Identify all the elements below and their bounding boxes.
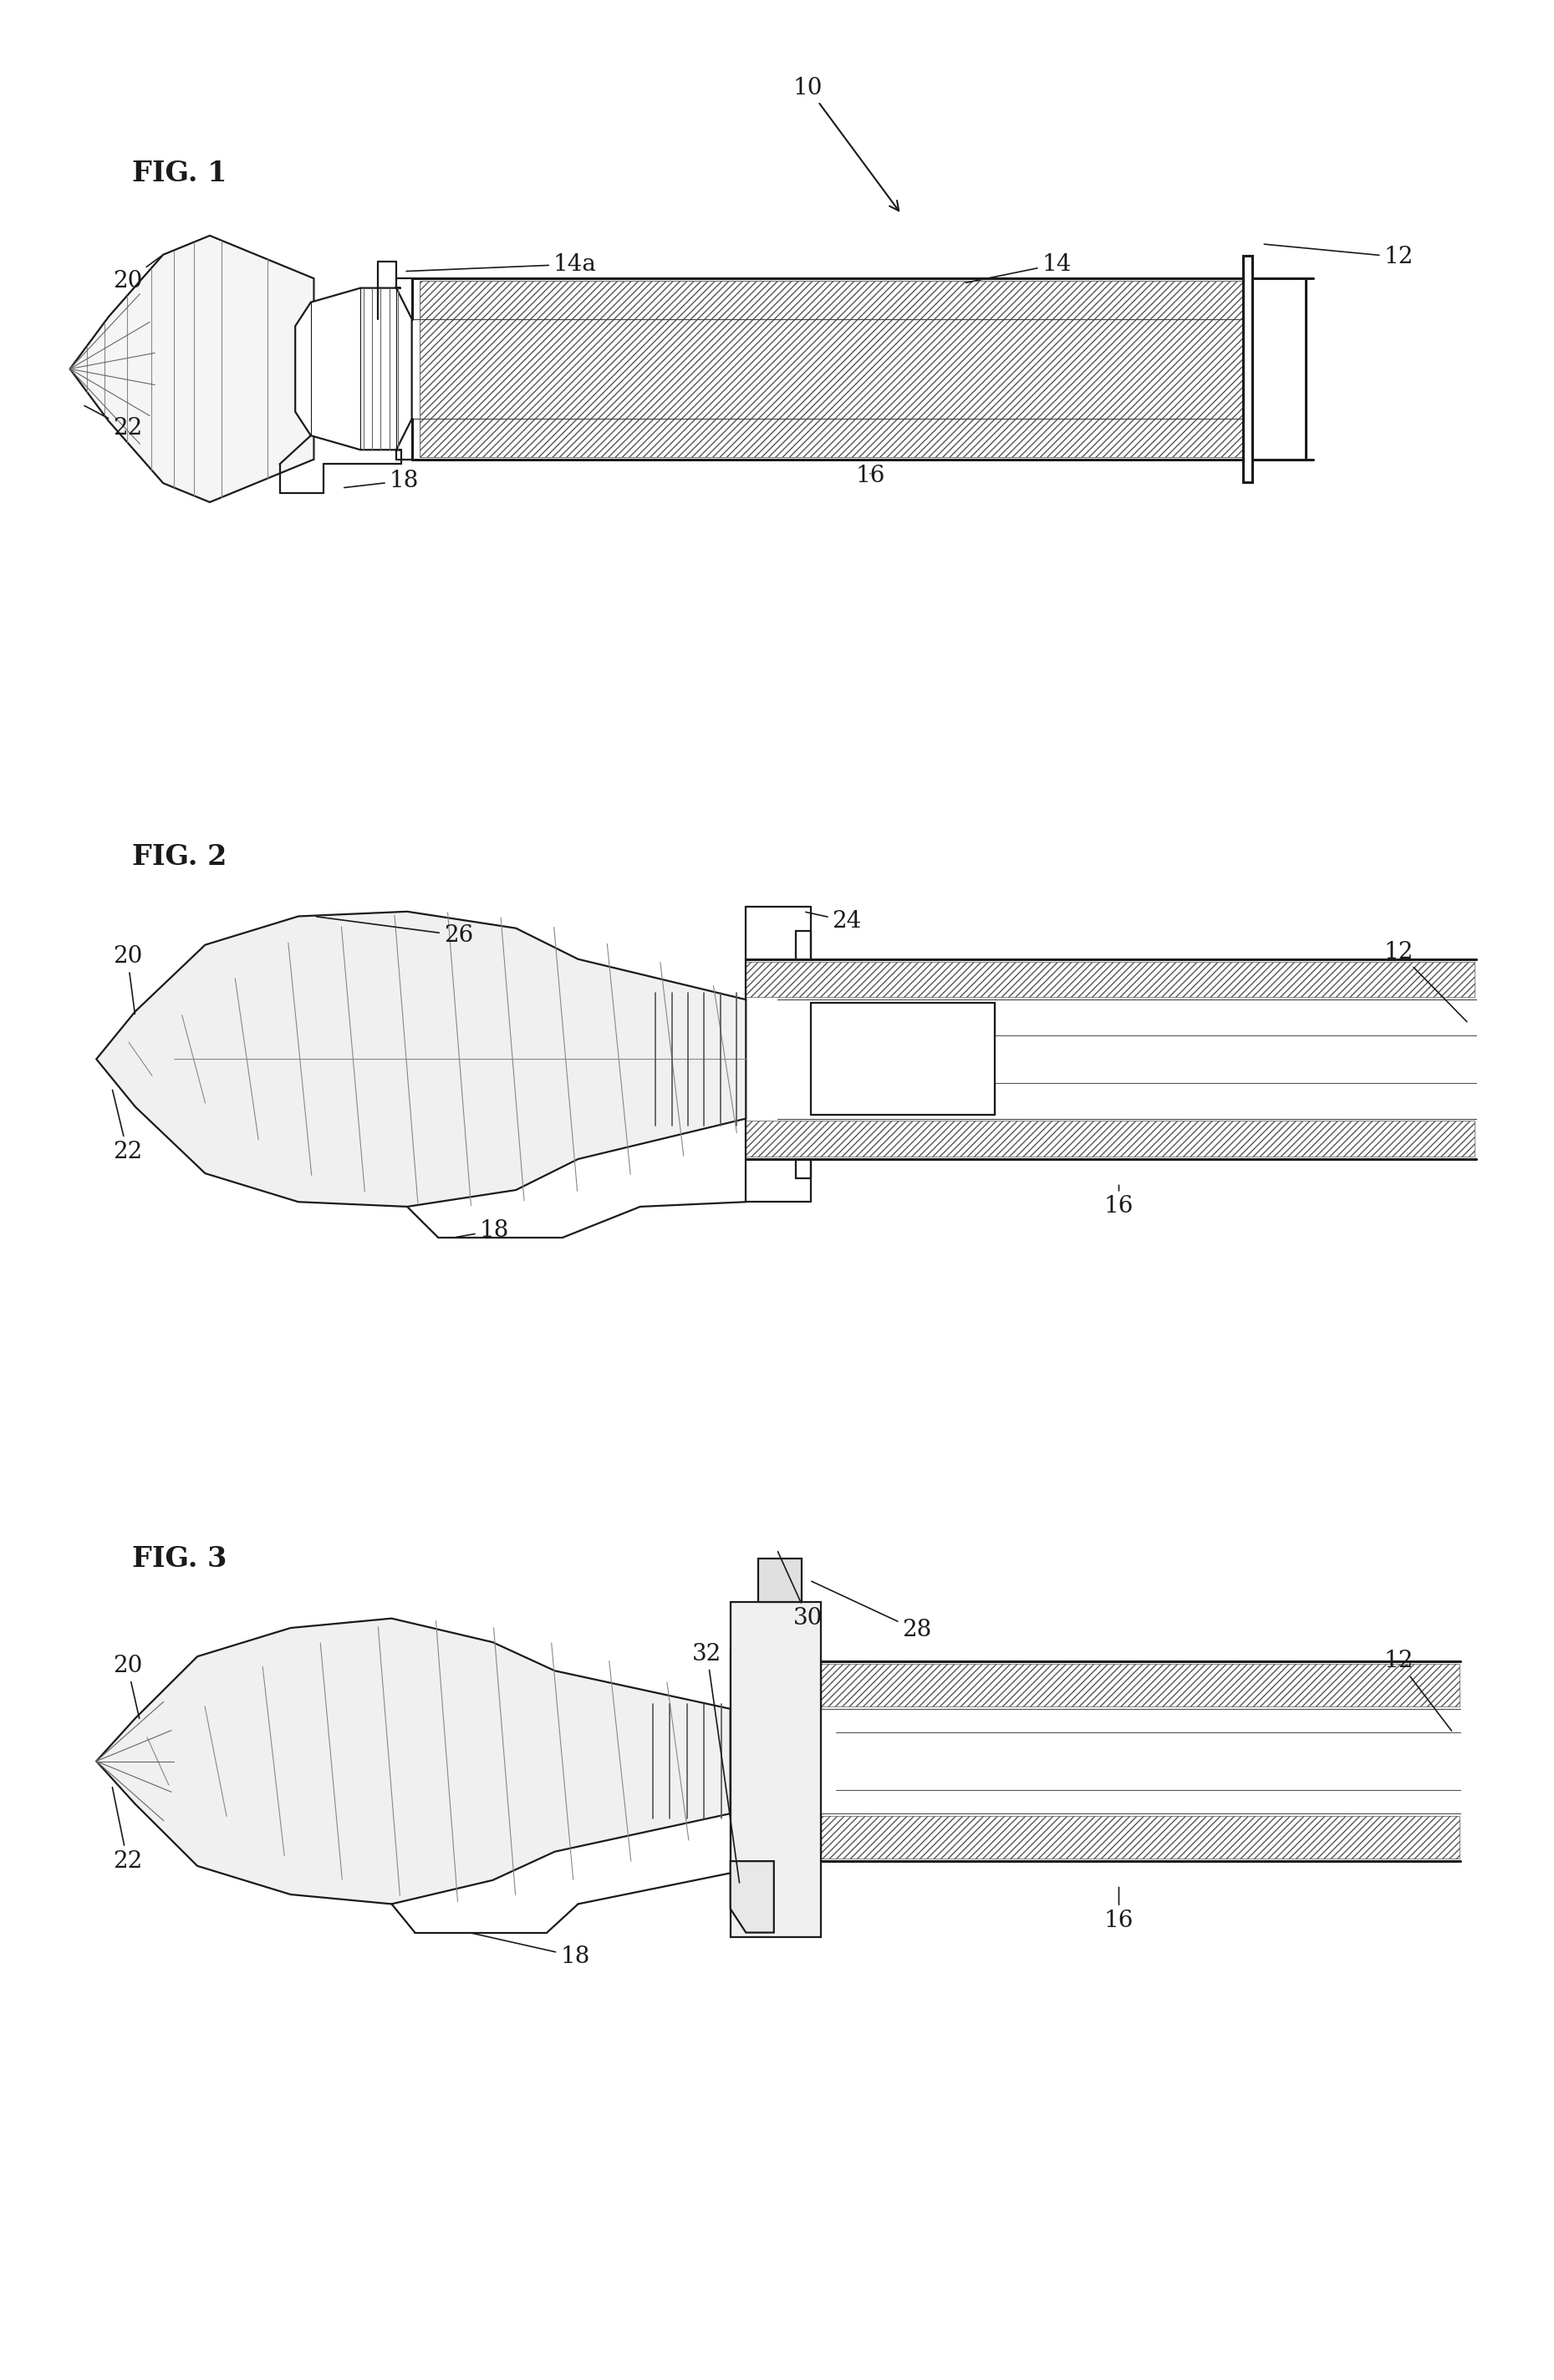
Text: 14a: 14a [406,252,597,276]
Text: 12: 12 [1383,940,1467,1021]
Text: 20: 20 [112,257,162,293]
Polygon shape [1245,259,1251,481]
Text: 18: 18 [343,469,420,493]
Text: 24: 24 [805,909,861,933]
Text: 12: 12 [1383,1649,1451,1730]
Text: 20: 20 [112,945,143,1014]
Polygon shape [821,1664,1459,1706]
Text: 16: 16 [855,464,886,488]
Text: 18: 18 [455,1219,510,1242]
Text: 16: 16 [1103,1887,1134,1933]
Polygon shape [295,288,412,450]
Polygon shape [746,962,1475,997]
Bar [1243,257,1253,483]
Polygon shape [730,1861,774,1933]
Polygon shape [821,1816,1459,1859]
Text: FIG. 1: FIG. 1 [132,159,227,188]
Text: 22: 22 [112,1787,141,1873]
Text: 30: 30 [779,1552,824,1630]
Text: FIG. 3: FIG. 3 [132,1545,227,1573]
Text: 26: 26 [315,916,472,947]
Bar [758,1559,802,1602]
Polygon shape [746,1121,1475,1157]
Text: 16: 16 [1103,1185,1134,1219]
Polygon shape [70,236,314,502]
Bar [730,1602,821,1937]
Text: 10: 10 [793,76,898,212]
Bar [1253,278,1305,459]
Polygon shape [96,1618,730,1904]
Text: 22: 22 [84,405,141,440]
Bar [811,1004,995,1114]
Text: 20: 20 [112,1654,143,1718]
Text: 14: 14 [965,252,1072,283]
Text: FIG. 2: FIG. 2 [132,843,227,871]
Polygon shape [1254,281,1304,457]
Text: 22: 22 [112,1090,141,1164]
Text: 12: 12 [1263,245,1414,269]
Text: 32: 32 [693,1642,740,1883]
Text: 18: 18 [471,1933,591,1968]
Text: 28: 28 [811,1580,931,1642]
Polygon shape [420,281,1243,457]
Polygon shape [96,912,746,1207]
